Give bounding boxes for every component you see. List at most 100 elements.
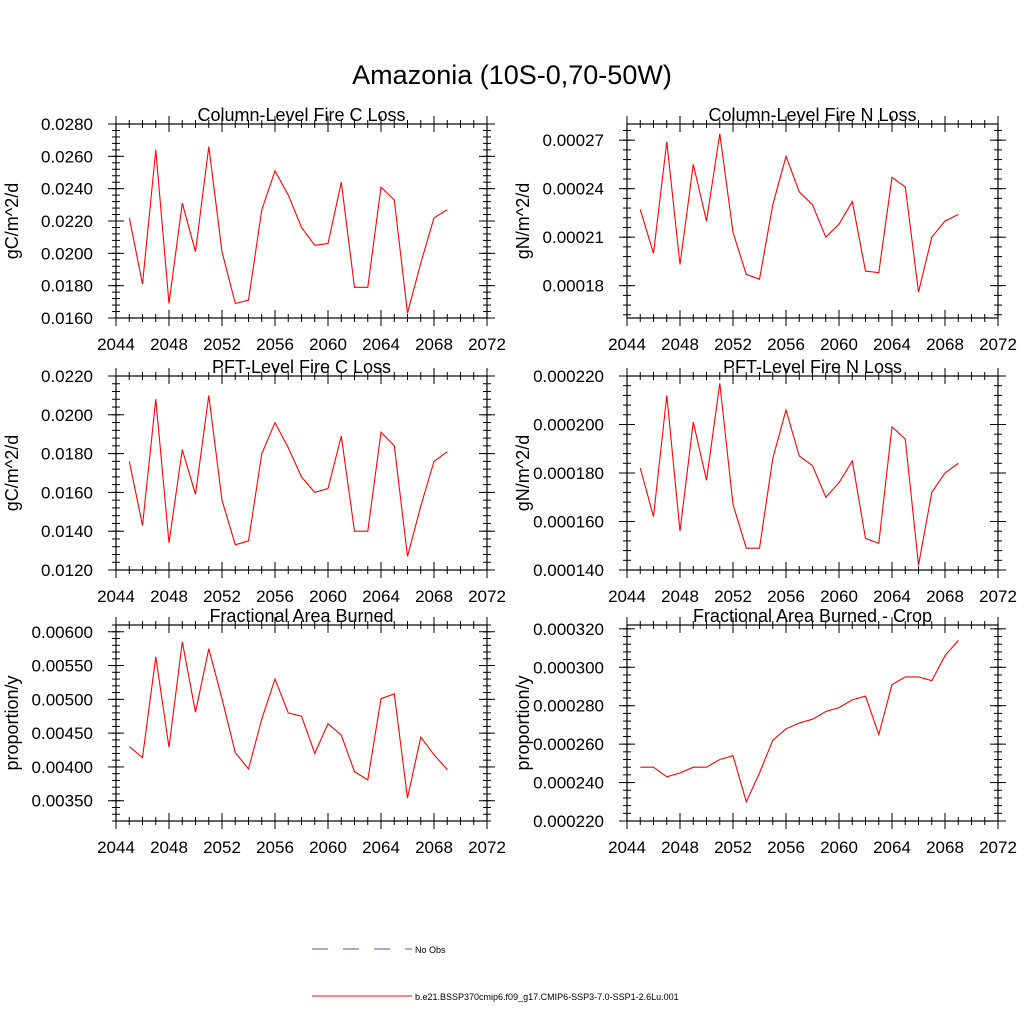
y-tick-label: 0.000180 bbox=[533, 464, 604, 483]
x-tick-label: 2072 bbox=[468, 587, 506, 606]
x-tick-label: 2056 bbox=[767, 838, 805, 857]
x-tick-label: 2044 bbox=[608, 587, 646, 606]
x-tick-label: 2060 bbox=[820, 587, 858, 606]
x-tick-label: 2068 bbox=[926, 838, 964, 857]
panel-1: Column-Level Fire C Loss gC/m^2/d 2044 2048… bbox=[2, 105, 506, 354]
series-line-1 bbox=[128, 641, 448, 799]
y-tick-label: 0.00600 bbox=[32, 623, 93, 642]
x-tick-label: 2064 bbox=[362, 838, 400, 857]
x-tick-label: 2072 bbox=[468, 335, 506, 354]
panel-title: PFT-Level Fire C Loss bbox=[212, 357, 391, 377]
series-line-1 bbox=[639, 133, 959, 293]
y-axis-label: gN/m^2/d bbox=[513, 435, 533, 511]
x-tick-label: 2068 bbox=[415, 587, 453, 606]
x-tick-label: 2072 bbox=[979, 587, 1017, 606]
x-tick-label: 2060 bbox=[820, 838, 858, 857]
x-tick-label: 2044 bbox=[608, 335, 646, 354]
x-tick-label: 2048 bbox=[661, 587, 699, 606]
x-tick-label: 2056 bbox=[256, 838, 294, 857]
x-tick-label: 2048 bbox=[661, 838, 699, 857]
series-line-1 bbox=[128, 146, 448, 314]
x-tick-label: 2064 bbox=[873, 335, 911, 354]
x-tick-label: 2052 bbox=[203, 335, 241, 354]
y-tick-label: 0.000200 bbox=[533, 416, 604, 435]
panel-title: PFT-Level Fire N Loss bbox=[723, 357, 902, 377]
y-tick-label: 0.00027 bbox=[543, 131, 604, 150]
y-axis-label: proportion/y bbox=[513, 675, 533, 770]
x-tick-label: 2052 bbox=[714, 838, 752, 857]
plot-frame bbox=[626, 624, 999, 822]
y-tick-label: 0.000320 bbox=[533, 620, 604, 639]
legend-label-2: b.e21.BSSP370cmip6.f09_g17.CMIP6-SSP3-7.… bbox=[415, 992, 679, 1002]
y-axis-label: proportion/y bbox=[2, 675, 22, 770]
legend-label-1: No Obs bbox=[415, 945, 446, 955]
x-tick-label: 2068 bbox=[415, 335, 453, 354]
plot-frame bbox=[626, 375, 999, 571]
y-tick-label: 0.000240 bbox=[533, 774, 604, 793]
x-tick-label: 2072 bbox=[979, 335, 1017, 354]
y-tick-label: 0.000140 bbox=[533, 561, 604, 580]
y-tick-label: 0.000280 bbox=[533, 697, 604, 716]
x-tick-label: 2056 bbox=[767, 335, 805, 354]
series-line-1 bbox=[640, 640, 959, 804]
x-tick-label: 2048 bbox=[150, 335, 188, 354]
x-tick-label: 2060 bbox=[309, 587, 347, 606]
y-tick-label: 0.0220 bbox=[41, 367, 93, 386]
x-tick-label: 2064 bbox=[362, 587, 400, 606]
y-tick-label: 0.0160 bbox=[41, 483, 93, 502]
panel-5: Fractional Area Burned proportion/y 2044 20… bbox=[2, 606, 506, 857]
panel-3: PFT-Level Fire C Loss gC/m^2/d 2044 2048 205… bbox=[2, 357, 506, 606]
x-tick-label: 2056 bbox=[256, 335, 294, 354]
legend: No Obs b.e21.BSSP370cmip6.f09_g17.CMIP6-S… bbox=[312, 945, 679, 1002]
panels: Column-Level Fire C Loss gC/m^2/d 2044 2048… bbox=[2, 105, 1017, 857]
y-tick-label: 0.000260 bbox=[533, 735, 604, 754]
x-tick-label: 2048 bbox=[661, 335, 699, 354]
series-line-1 bbox=[639, 383, 959, 566]
panel-title: Column-Level Fire N Loss bbox=[708, 105, 916, 125]
y-tick-label: 0.0120 bbox=[41, 561, 93, 580]
x-tick-label: 2060 bbox=[820, 335, 858, 354]
figure-title: Amazonia (10S-0,70-50W) bbox=[352, 60, 672, 90]
panel-title: Fractional Area Burned bbox=[209, 606, 393, 626]
y-tick-label: 0.00400 bbox=[32, 758, 93, 777]
panel-title: Fractional Area Burned - Crop bbox=[693, 606, 932, 626]
x-tick-label: 2068 bbox=[926, 587, 964, 606]
y-tick-label: 0.00450 bbox=[32, 724, 93, 743]
y-axis-label: gC/m^2/d bbox=[2, 435, 22, 511]
y-tick-label: 0.0200 bbox=[41, 406, 93, 425]
x-tick-label: 2056 bbox=[767, 587, 805, 606]
panel-title: Column-Level Fire C Loss bbox=[197, 105, 405, 125]
y-tick-label: 0.0160 bbox=[41, 309, 93, 328]
x-tick-label: 2048 bbox=[150, 587, 188, 606]
x-tick-label: 2068 bbox=[415, 838, 453, 857]
plot-frame bbox=[115, 123, 488, 319]
x-tick-label: 2064 bbox=[362, 335, 400, 354]
y-tick-label: 0.00024 bbox=[543, 180, 604, 199]
x-tick-label: 2056 bbox=[256, 587, 294, 606]
x-tick-label: 2052 bbox=[714, 335, 752, 354]
y-axis-label: gC/m^2/d bbox=[2, 183, 22, 259]
panel-4: PFT-Level Fire N Loss gN/m^2/d 2044 2048 205… bbox=[513, 357, 1017, 606]
y-tick-label: 0.0140 bbox=[41, 522, 93, 541]
y-tick-label: 0.000160 bbox=[533, 513, 604, 532]
series-line-1 bbox=[128, 395, 448, 557]
y-tick-label: 0.0260 bbox=[41, 147, 93, 166]
x-tick-label: 2048 bbox=[150, 838, 188, 857]
plot-frame bbox=[626, 123, 999, 319]
x-tick-label: 2064 bbox=[873, 838, 911, 857]
y-tick-label: 0.00021 bbox=[543, 228, 604, 247]
plot-frame bbox=[115, 375, 488, 571]
panel-6: Fractional Area Burned - Crop proportion/… bbox=[513, 606, 1017, 857]
x-tick-label: 2044 bbox=[97, 587, 135, 606]
x-tick-label: 2044 bbox=[97, 335, 135, 354]
y-tick-label: 0.000220 bbox=[533, 367, 604, 386]
y-tick-label: 0.00550 bbox=[32, 657, 93, 676]
panel-2: Column-Level Fire N Loss gN/m^2/d 2044 2048… bbox=[513, 105, 1017, 354]
y-tick-label: 0.0280 bbox=[41, 115, 93, 134]
x-tick-label: 2044 bbox=[97, 838, 135, 857]
x-tick-label: 2072 bbox=[979, 838, 1017, 857]
y-tick-label: 0.00500 bbox=[32, 690, 93, 709]
x-tick-label: 2060 bbox=[309, 838, 347, 857]
y-tick-label: 0.000220 bbox=[533, 812, 604, 831]
